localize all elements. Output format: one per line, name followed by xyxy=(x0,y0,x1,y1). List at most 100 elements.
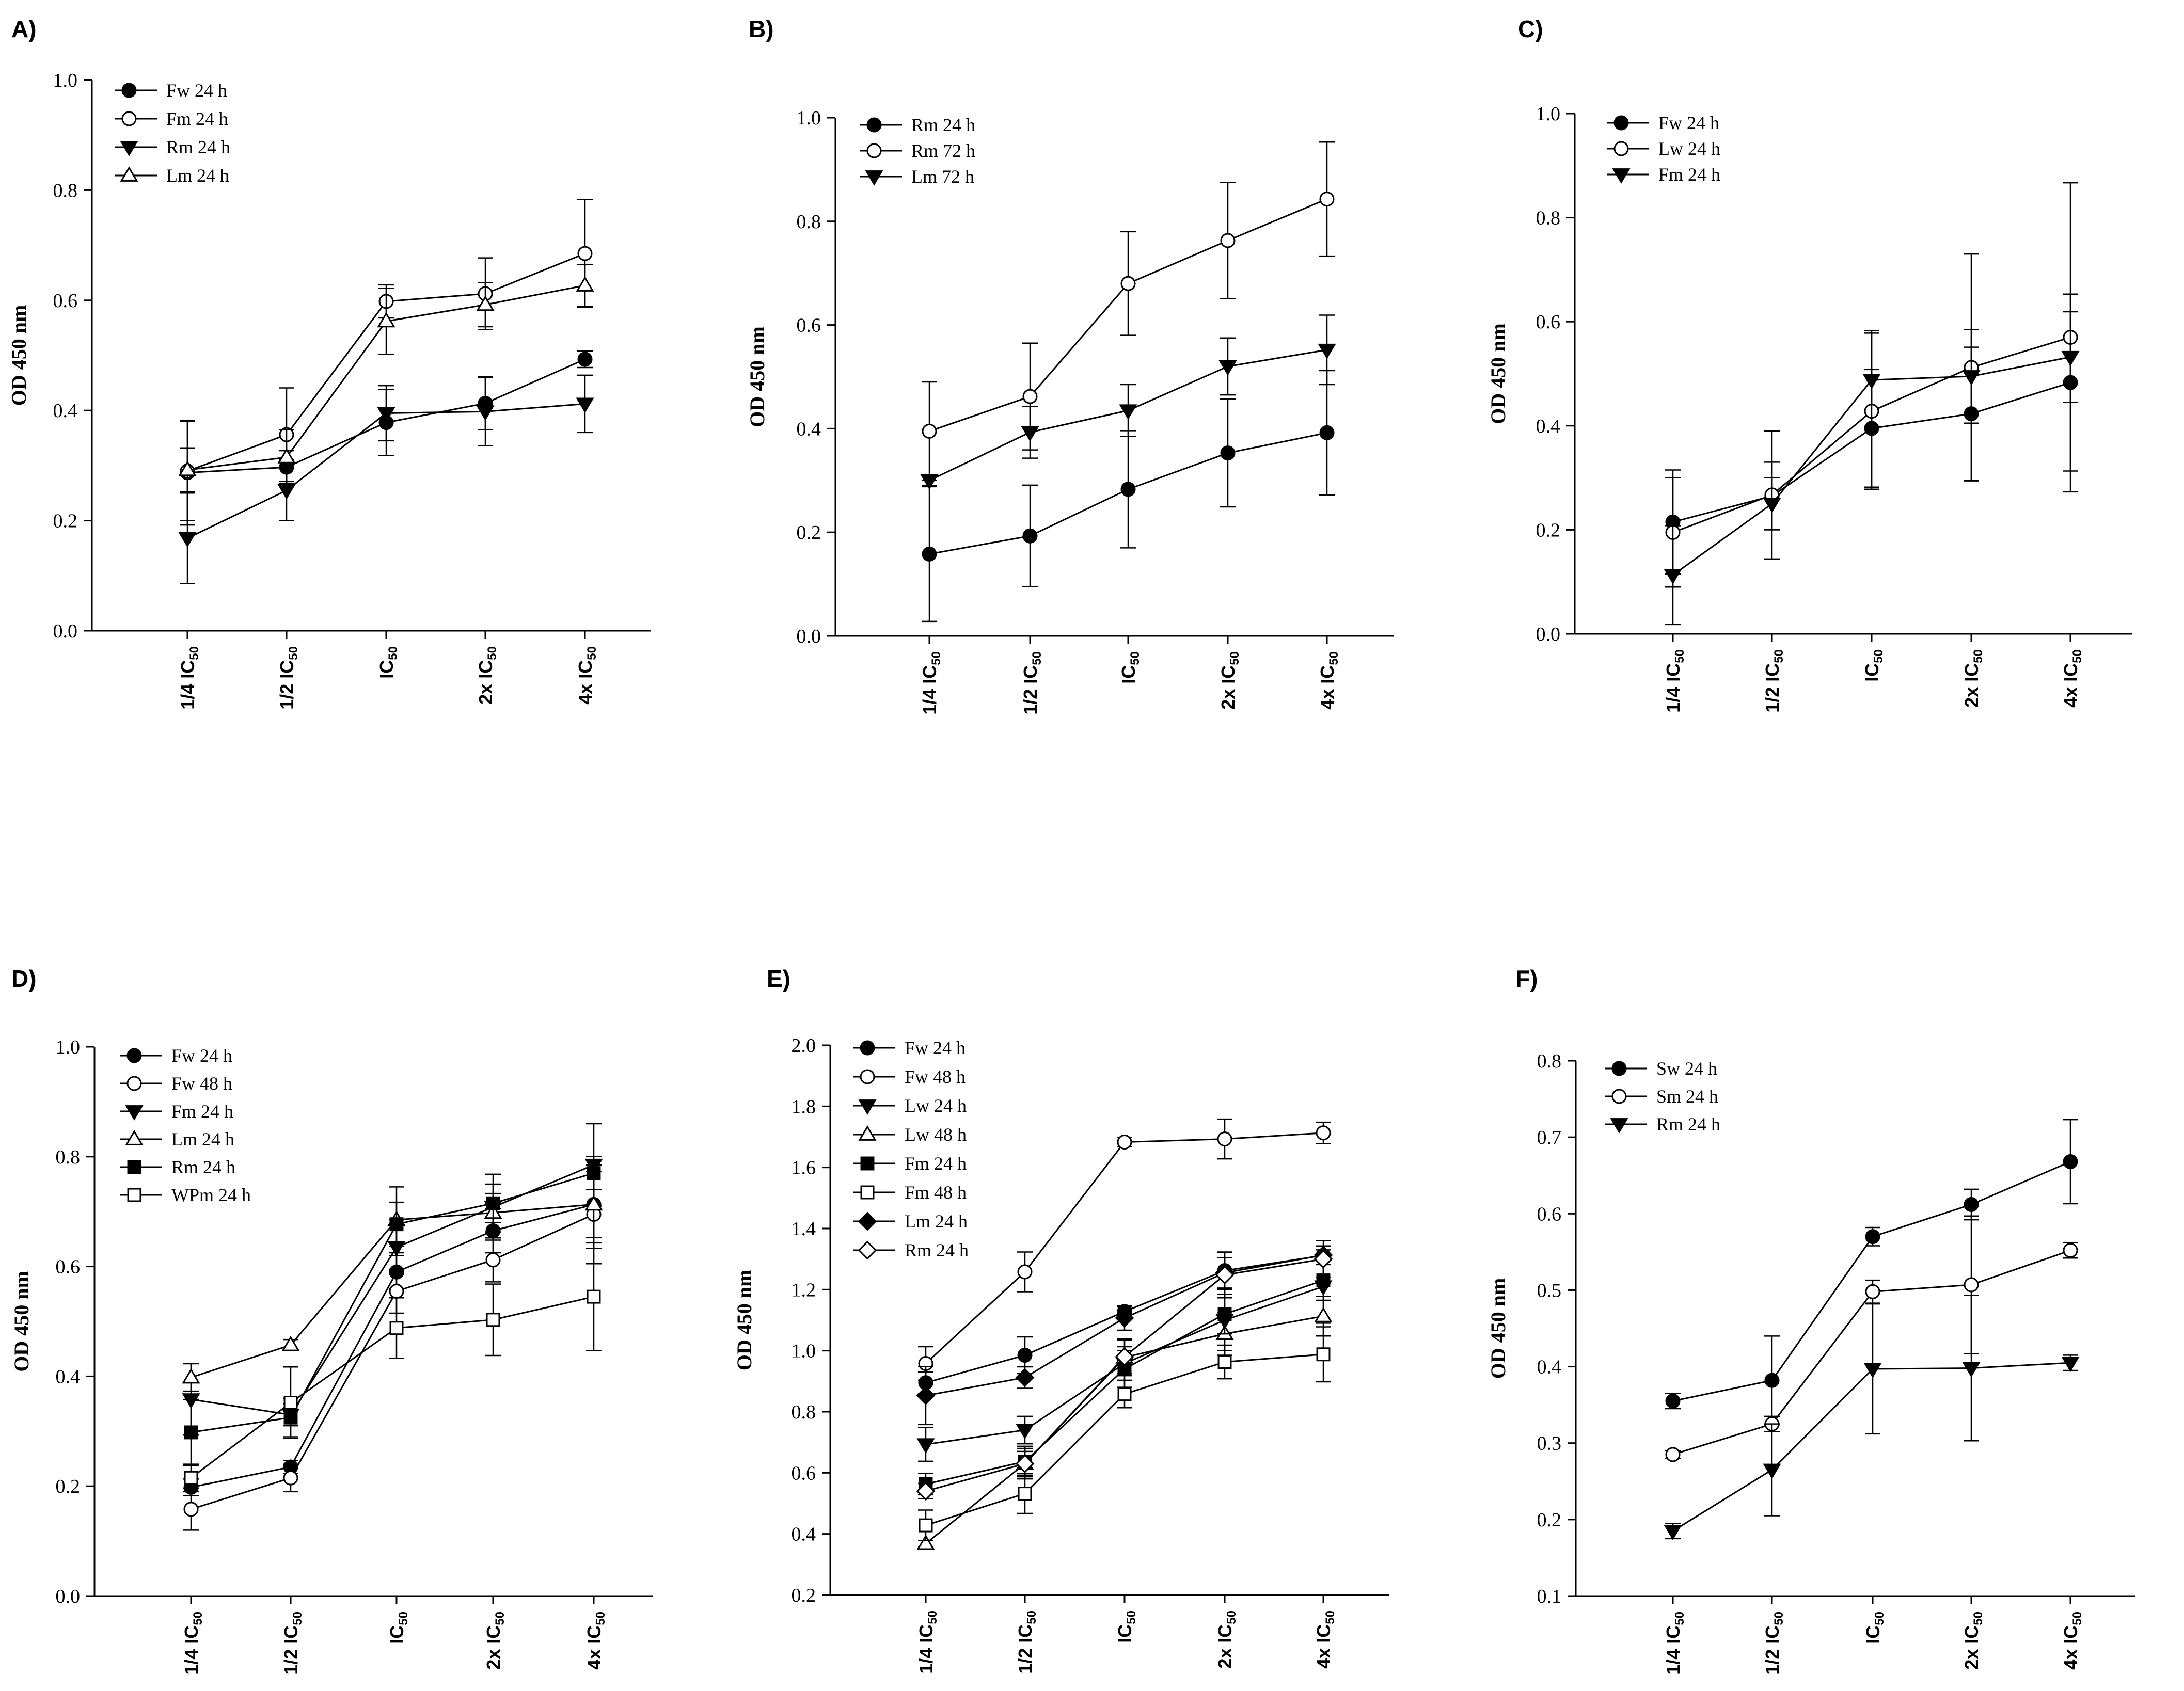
panel-f-y-axis-title: OD 450 nm xyxy=(1486,1278,1510,1379)
panel-a-legend-marker xyxy=(121,83,137,98)
panel-d-series-rm-24-h-line xyxy=(191,1172,594,1433)
panel-a-series-lm-24-h-point xyxy=(178,460,197,476)
panel-c-legend-fw-24-h: Fw 24 h xyxy=(1658,113,1719,133)
panel-b-series-lm-72-h-point xyxy=(1021,426,1039,442)
panel-b-series-rm-72-h xyxy=(922,141,1335,482)
panel-e-y-tick-label: 1.4 xyxy=(792,1218,816,1240)
panel-c-y-tick-label: 0.4 xyxy=(1536,416,1561,437)
panel-e-y-tick-label: 0.6 xyxy=(792,1462,816,1484)
panel-e-legend-marker xyxy=(858,1240,877,1260)
panel-d-series-rm-24-h-point xyxy=(486,1196,500,1210)
panel-b-legend-rm-72-h: Rm 72 h xyxy=(911,140,975,161)
panel-a-series-lm-24-h-point xyxy=(377,312,395,328)
panel-a-series-rm-24-h-point xyxy=(178,532,197,548)
panel-b-label: B) xyxy=(749,15,774,42)
panel-e-series-lw-24-h-point xyxy=(1016,1424,1034,1440)
panel-f-y-tick-label: 0.3 xyxy=(1537,1433,1562,1455)
panel-d-legend-marker xyxy=(125,1105,144,1121)
panel-d-series-wpm-24-h-point xyxy=(486,1313,500,1327)
panel-e-y-tick-label: 0.2 xyxy=(792,1585,816,1606)
panel-f-y-tick-label: 0.4 xyxy=(1537,1357,1562,1378)
panel-f-x-tick-label: 2x IC50 xyxy=(1961,1612,1985,1670)
panel-a-x-tick-label: 1/4 IC50 xyxy=(177,646,201,710)
panel-a-series-fm-24-h-point xyxy=(577,246,593,261)
panel-f-y-tick-label: 0.6 xyxy=(1537,1203,1562,1225)
panel-d-legend-marker xyxy=(125,1130,144,1145)
panel-a-series-lm-24-h-point xyxy=(277,448,296,464)
panel-b-series-rm-72-h-point xyxy=(922,423,937,439)
panel-b-legend-rm-24-h: Rm 24 h xyxy=(911,115,975,135)
panel-b-series-rm-24-h xyxy=(922,370,1335,623)
panel-c-series-fm-24-h xyxy=(1664,311,2080,626)
panel-c-series-fm-24-h-point xyxy=(1962,370,1981,386)
panel-f-label: F) xyxy=(1515,965,1538,992)
panel-f-series-rm-24-h-point xyxy=(1863,1363,1882,1378)
panel-e-series-fw-48-h-point xyxy=(1017,1264,1033,1280)
panel-d-series-fw-48-h-point xyxy=(389,1283,404,1299)
panel-b-series-rm-24-h-point xyxy=(1220,445,1236,461)
panel-f-legend-marker xyxy=(1611,1061,1627,1076)
panel-d-series-fw-48-h-line xyxy=(191,1214,594,1510)
panel-d-legend-marker xyxy=(127,1160,141,1174)
panel-d-series-rm-24-h-point xyxy=(389,1217,404,1232)
panel-c-legend-marker xyxy=(1613,141,1629,156)
panel-e-y-axis-title: OD 450 nm xyxy=(733,1270,756,1371)
panel-b-series-rm-72-h-point xyxy=(1022,389,1038,404)
panel-e-x-tick-label: 1/2 IC50 xyxy=(1015,1610,1039,1674)
panel-d-series-wpm-24-h-point xyxy=(184,1471,198,1485)
panel-d-legend-marker xyxy=(126,1076,142,1091)
panel-d-series-lm-24-h-point xyxy=(182,1368,200,1384)
panel-f-legend-marker xyxy=(1610,1118,1628,1134)
panel-a-x-tick-label: IC50 xyxy=(376,646,400,679)
panel-e-legend-marker xyxy=(860,1040,875,1056)
panel-b-series-rm-24-h-point xyxy=(1022,528,1038,544)
panel-b-legend-marker xyxy=(866,117,882,133)
panel-b-legend-marker xyxy=(865,170,883,186)
panel-a-legend-marker xyxy=(120,141,138,156)
panel-d-x-tick-label: 1/4 IC50 xyxy=(181,1612,205,1675)
panel-e-x-tick-label: 2x IC50 xyxy=(1214,1610,1239,1669)
panel-a-series-lm-24-h xyxy=(178,264,594,493)
panel-e-label: E) xyxy=(767,965,790,992)
panel-e-legend-marker xyxy=(858,1125,877,1141)
panel-e-legend-fw-48-h: Fw 48 h xyxy=(905,1066,966,1087)
panel-f-y-tick-label: 0.8 xyxy=(1537,1050,1562,1072)
panel-d-y-tick-label: 0.2 xyxy=(56,1476,81,1497)
panel-d-y-tick-label: 0.6 xyxy=(56,1256,81,1278)
panel-f-series-sm-24-h xyxy=(1665,1215,2078,1462)
panel-e-series-fm-48-h-point xyxy=(1316,1347,1331,1362)
panel-b-y-axis-title: OD 450 nm xyxy=(746,326,769,427)
panel-a-y-tick-label: 1.0 xyxy=(53,70,78,91)
panel-a-y-tick-label: 0.8 xyxy=(53,180,78,201)
panel-c-series-fm-24-h-point xyxy=(1763,498,1781,513)
panel-d-legend-fm-24-h: Fm 24 h xyxy=(171,1101,233,1122)
panel-e-series-rm-24-h-point xyxy=(1313,1249,1333,1269)
panel-f-series-sm-24-h-point xyxy=(1964,1277,1979,1293)
panel-b-series-rm-24-h-point xyxy=(1120,482,1136,497)
panel-e-series-rm-24-h-point xyxy=(916,1481,936,1501)
panel-e-y-tick-label: 1.2 xyxy=(792,1279,816,1301)
panel-f-legend-sm-24-h: Sm 24 h xyxy=(1656,1086,1718,1107)
panel-f-series-rm-24-h-point xyxy=(1664,1525,1682,1540)
panel-a-series-rm-24-h-point xyxy=(476,405,495,421)
panel-e-series-lm-24-h-point xyxy=(1015,1368,1035,1387)
panel-b-x-tick-label: 2x IC50 xyxy=(1217,651,1242,710)
panel-f-series-sw-24-h-point xyxy=(1964,1197,1979,1213)
panel-d: D) 0.0 0.2 0.4 0.6 0.8 1.0 OD 450 nm 1/4 IC50 1/2… xyxy=(10,965,653,1675)
panel-f-x-tick-label: 1/2 IC50 xyxy=(1762,1612,1786,1675)
panel-a-y-tick-label: 0.6 xyxy=(53,290,78,312)
panel-f-series-sm-24-h-point xyxy=(1665,1447,1681,1462)
panel-c-x-tick-label: 2x IC50 xyxy=(1961,649,1985,708)
panel-e-x-tick-label: 1/4 IC50 xyxy=(915,1610,940,1674)
panel-d-series-fw-48-h-point xyxy=(283,1470,298,1486)
panel-f-legend-rm-24-h: Rm 24 h xyxy=(1656,1114,1720,1135)
panel-e-series-fm-24-h-point xyxy=(1217,1307,1232,1321)
panel-e-legend-rm-24-h: Rm 24 h xyxy=(905,1240,969,1261)
panel-d-x-tick-label: 2x IC50 xyxy=(483,1612,507,1670)
panel-e-y-tick-label: 1.6 xyxy=(792,1157,816,1179)
panel-d-series-fw-48-h-point xyxy=(183,1502,199,1517)
panel-e-y-tick-label: 2.0 xyxy=(792,1035,816,1057)
panel-f-series-sw-24-h xyxy=(1665,1119,2078,1426)
panel-b-x-tick-label: 1/2 IC50 xyxy=(1020,651,1044,715)
panel-d-series-rm-24-h-point xyxy=(184,1425,198,1440)
